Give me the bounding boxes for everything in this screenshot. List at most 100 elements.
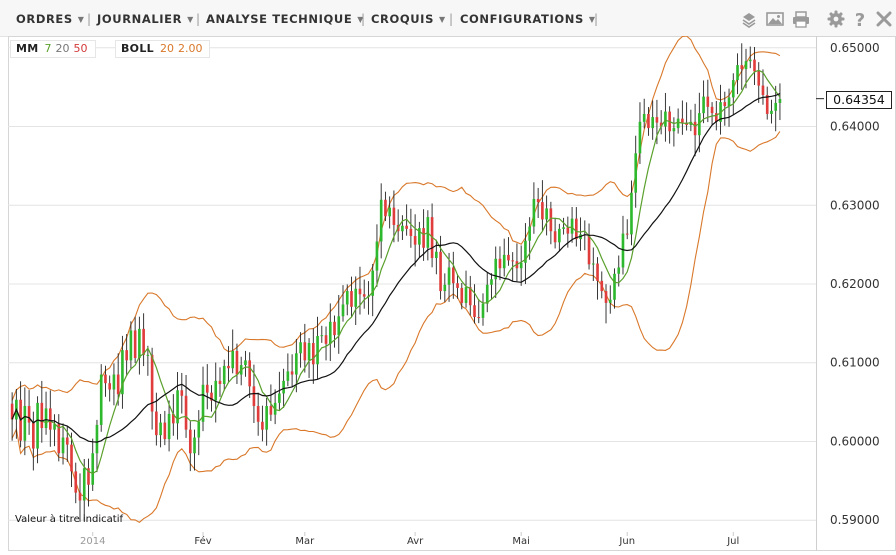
candle-body xyxy=(405,225,408,229)
candle-body xyxy=(545,208,548,220)
legend-mm[interactable]: MM 7 20 50 xyxy=(10,40,96,58)
candle-body xyxy=(303,342,307,361)
candle-body xyxy=(70,444,73,472)
candle-body xyxy=(549,208,553,232)
candle-body xyxy=(418,228,421,245)
candle-body xyxy=(146,354,150,356)
chevron-down-icon: ▼ xyxy=(357,15,365,24)
candle-body xyxy=(184,395,188,430)
current-price-label: 0.64354 xyxy=(826,91,892,109)
candle-body xyxy=(672,128,676,132)
candle-body xyxy=(536,198,540,203)
candle-body xyxy=(664,111,667,127)
candle-body xyxy=(625,233,629,235)
y-tick-label: 0.62000 xyxy=(830,277,880,291)
candle-body xyxy=(587,235,591,265)
menu-configurations[interactable]: CONFIGURATIONS ▼ xyxy=(460,0,596,36)
candle-body xyxy=(613,273,616,300)
candle-body xyxy=(634,153,638,193)
chart-area[interactable]: 0.59000 0.60000 0.61000 0.62000 0.63000 0.640… xyxy=(8,35,896,551)
candle-body xyxy=(282,380,285,394)
candle-body xyxy=(541,202,544,220)
candle-body xyxy=(524,240,527,263)
candle-body xyxy=(413,235,417,245)
candle-body xyxy=(604,291,608,303)
candle-body xyxy=(23,406,27,441)
legend-mm-period-7: 7 xyxy=(44,42,52,55)
candle-body xyxy=(591,263,595,265)
candle-body xyxy=(205,384,209,393)
gear-icon[interactable] xyxy=(827,10,845,28)
candle-body xyxy=(477,317,481,319)
menu-ordres-label: ORDRES xyxy=(16,12,73,26)
candle-body xyxy=(770,110,773,114)
legend-boll[interactable]: BOLL 20 2.00 xyxy=(115,40,211,58)
candle-body xyxy=(630,192,633,235)
menu-croquis[interactable]: CROQUIS ▼ xyxy=(371,0,446,36)
close-icon[interactable] xyxy=(875,10,893,28)
candle-body xyxy=(57,424,61,454)
x-tick-label: Mar xyxy=(295,536,315,547)
help-icon[interactable]: ? xyxy=(851,10,869,28)
x-tick-label: Jul xyxy=(726,536,739,547)
candle-body xyxy=(354,288,358,307)
menu-analyse-technique[interactable]: ANALYSE TECHNIQUE ▼ xyxy=(206,0,364,36)
candle-body xyxy=(519,262,523,269)
menu-journalier[interactable]: JOURNALIER ▼ xyxy=(97,0,194,36)
candle-body xyxy=(167,413,171,440)
candle-body xyxy=(371,270,375,296)
indicative-value-note: Valeur à titre indicatif xyxy=(15,514,123,525)
candle-body xyxy=(341,304,345,317)
layers-icon[interactable] xyxy=(740,10,758,28)
menu-separator: | xyxy=(361,12,366,26)
candle-body xyxy=(163,422,167,440)
candle-body xyxy=(511,260,515,262)
legend-boll-deviation: 2.00 xyxy=(177,42,203,55)
candle-body xyxy=(617,267,621,274)
candle-body xyxy=(553,231,557,243)
candle-body xyxy=(575,218,578,240)
menu-separator: | xyxy=(87,12,92,26)
candle-body xyxy=(307,343,311,361)
candle-body xyxy=(235,350,239,375)
candle-body xyxy=(706,96,710,107)
candle-body xyxy=(451,267,455,284)
menu-separator: | xyxy=(196,12,201,26)
x-tick-label: Mai xyxy=(512,536,530,547)
legend-boll-period: 20 xyxy=(159,42,174,55)
candle-body xyxy=(778,98,782,103)
candle-body xyxy=(409,228,413,236)
image-icon[interactable] xyxy=(766,10,784,28)
bollinger-upper-line xyxy=(11,35,781,401)
candle-body xyxy=(392,207,396,225)
chart-frame xyxy=(8,36,896,551)
candle-body xyxy=(256,406,260,422)
candle-body xyxy=(401,225,404,232)
candle-body xyxy=(596,263,599,281)
candle-body xyxy=(129,330,133,361)
svg-text:?: ? xyxy=(855,10,865,28)
candle-body xyxy=(532,198,536,227)
candle-body xyxy=(328,321,332,344)
candle-body xyxy=(384,199,387,217)
candle-body xyxy=(193,437,196,454)
legend-mm-label: MM xyxy=(16,42,39,55)
candle-body xyxy=(702,96,705,114)
candle-body xyxy=(286,371,290,381)
candle-body xyxy=(133,330,137,359)
candle-body xyxy=(528,226,531,241)
candle-body xyxy=(765,95,769,114)
candle-body xyxy=(138,328,141,359)
price-chart[interactable]: 0.59000 0.60000 0.61000 0.62000 0.63000 0.640… xyxy=(8,35,896,551)
menu-croquis-label: CROQUIS xyxy=(371,12,434,26)
x-tick-label: Fév xyxy=(194,535,211,547)
menu-ordres[interactable]: ORDRES ▼ xyxy=(16,0,85,36)
candle-body xyxy=(316,335,319,365)
candle-body xyxy=(498,258,502,269)
candle-body xyxy=(324,335,328,344)
menu-configurations-label: CONFIGURATIONS xyxy=(460,12,584,26)
print-icon[interactable] xyxy=(792,10,810,28)
candle-body xyxy=(252,386,256,407)
x-axis: 2014 Fév Mar Avr Mai Jun Jul xyxy=(80,532,739,547)
y-tick-label: 0.59000 xyxy=(830,513,880,527)
